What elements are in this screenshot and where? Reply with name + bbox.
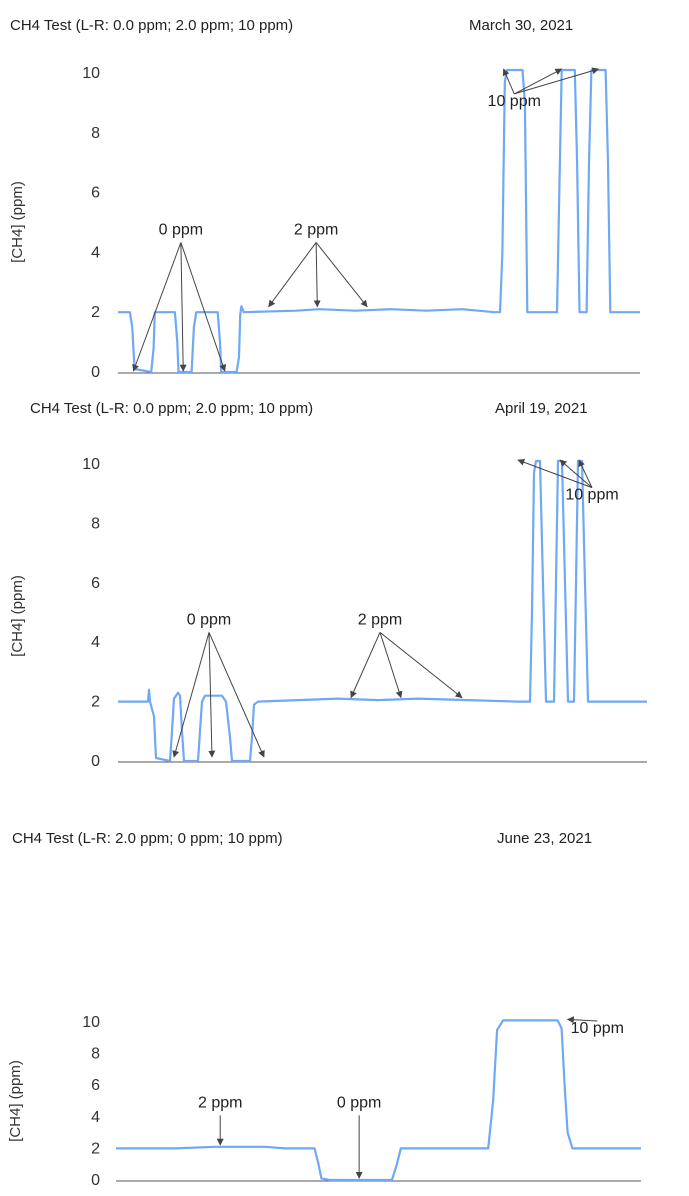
y-tick-label: 8 — [91, 125, 100, 142]
annotation-arrow — [269, 242, 316, 306]
y-tick-label: 2 — [91, 694, 100, 711]
annotation-arrow — [181, 242, 183, 371]
annotation-label: 10 ppm — [571, 1020, 624, 1037]
annotation-arrow — [514, 69, 561, 94]
annotation-label: 0 ppm — [187, 611, 231, 628]
annotation-label: 2 ppm — [198, 1094, 242, 1111]
y-tick-label: 4 — [91, 1109, 100, 1126]
annotation-label: 0 ppm — [337, 1094, 381, 1111]
annotation-arrow — [380, 632, 401, 697]
annotation-label: 10 ppm — [565, 487, 618, 504]
y-axis-label: [CH4] (ppm) — [9, 181, 26, 263]
annotation-arrow — [380, 632, 462, 697]
chart-march: 0 2 4 6 8 10 [CH4] (ppm) 0 ppm 2 ppm 10 ppm — [0, 0, 689, 390]
annotation-label: 2 ppm — [358, 611, 402, 628]
y-tick-label: 2 — [91, 1140, 100, 1157]
chart-panel-april: CH4 Test (L-R: 0.0 ppm; 2.0 ppm; 10 ppm)… — [0, 390, 689, 790]
y-tick-label: 10 — [82, 65, 100, 82]
y-axis-label: [CH4] (ppm) — [7, 1060, 24, 1142]
annotation-arrow — [181, 242, 225, 371]
annotation-label: 2 ppm — [294, 221, 338, 238]
y-tick-label: 10 — [82, 456, 100, 473]
annotation-arrow — [133, 242, 180, 371]
y-tick-label: 2 — [91, 304, 100, 321]
y-tick-label: 4 — [91, 634, 100, 651]
y-tick-label: 6 — [91, 185, 100, 202]
y-tick-label: 6 — [91, 575, 100, 592]
annotation-arrow — [514, 69, 598, 94]
y-tick-label: 4 — [91, 244, 100, 261]
annotation-label: 10 ppm — [488, 93, 541, 110]
annotation-arrow — [560, 460, 592, 488]
y-tick-label: 8 — [91, 1046, 100, 1063]
chart-panel-june: CH4 Test (L-R: 2.0 ppm; 0 ppm; 10 ppm) J… — [0, 790, 689, 1196]
y-tick-label: 8 — [91, 515, 100, 532]
chart-panel-march: CH4 Test (L-R: 0.0 ppm; 2.0 ppm; 10 ppm)… — [0, 0, 689, 390]
annotation-label: 0 ppm — [159, 221, 203, 238]
y-axis-label: [CH4] (ppm) — [9, 575, 26, 657]
chart-april: 0 2 4 6 8 10 [CH4] (ppm) 0 ppm 2 ppm 10 ppm — [0, 390, 689, 790]
y-tick-label: 0 — [91, 1172, 100, 1189]
annotation-arrow — [316, 242, 367, 306]
y-tick-label: 0 — [91, 753, 100, 770]
annotation-arrow — [316, 242, 317, 306]
annotation-arrow — [351, 632, 380, 697]
y-tick-label: 6 — [91, 1077, 100, 1094]
y-tick-label: 10 — [82, 1014, 100, 1031]
y-tick-label: 0 — [91, 364, 100, 381]
chart-june: 0 2 4 6 8 10 [CH4] (ppm) 2 ppm 0 ppm 10 ppm — [0, 790, 689, 1196]
